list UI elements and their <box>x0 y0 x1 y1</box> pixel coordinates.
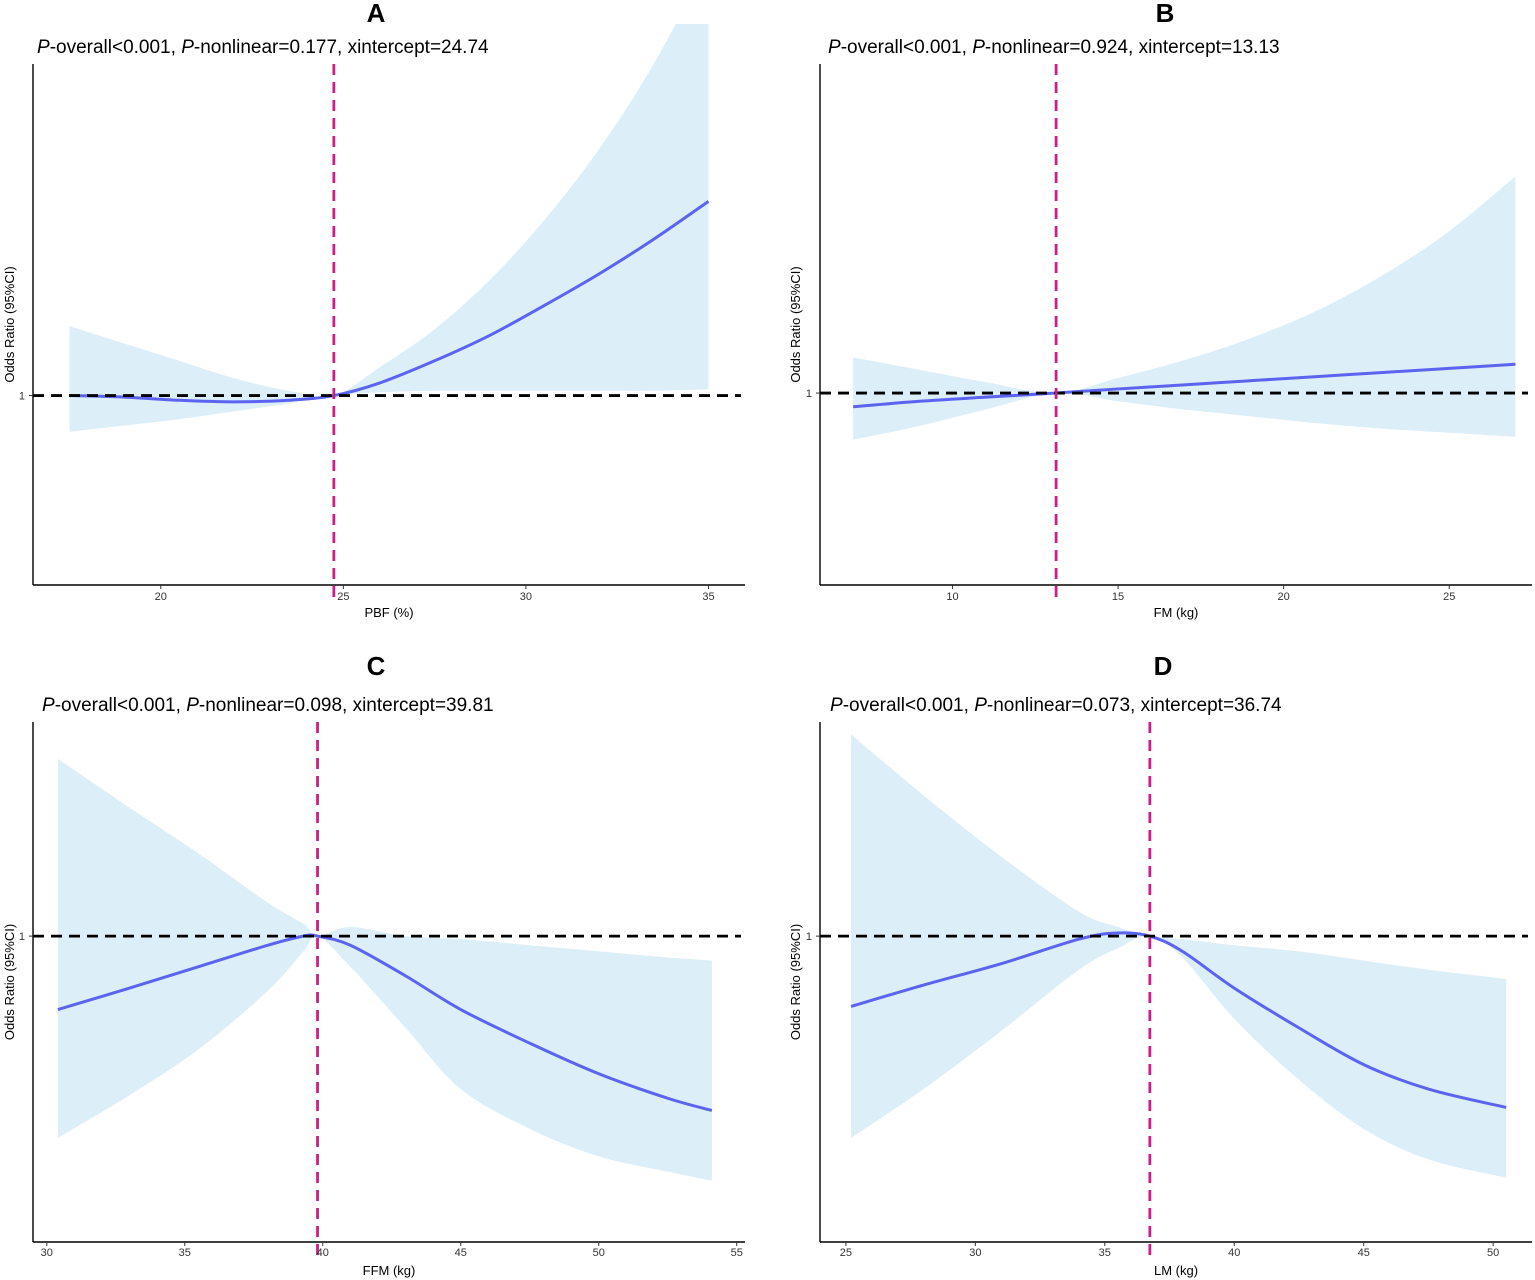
x-tick-label-c: 45 <box>455 1247 467 1259</box>
y-tick-label-c: 1 <box>19 931 25 943</box>
panel-letter-d: D <box>1154 651 1173 681</box>
x-tick-label-d: 50 <box>1487 1247 1499 1259</box>
y-axis-title-c: Odds Ratio (95%CI) <box>2 924 17 1040</box>
x-tick-label-c: 55 <box>731 1247 743 1259</box>
or-curve-a <box>69 200 710 404</box>
stats-text-d: P-overall<0.001, P-nonlinear=0.073, xint… <box>830 695 1282 716</box>
or-curve-b <box>852 362 1516 409</box>
x-tick-label-b: 25 <box>1443 591 1455 603</box>
y-axis-title-d: Odds Ratio (95%CI) <box>788 924 803 1040</box>
x-axis-title-b: FM (kg) <box>1154 605 1199 620</box>
x-tick-label-c: 30 <box>41 1247 53 1259</box>
stats-text-c: P-overall<0.001, P-nonlinear=0.098, xint… <box>42 695 494 716</box>
x-tick-label-d: 35 <box>1099 1247 1111 1259</box>
plot-area-a <box>69 24 710 432</box>
x-tick-label-d: 45 <box>1358 1247 1370 1259</box>
panel-b: 10 15 20 25 1 FM (kg) Odds Ratio (95%CI) B P-ove… <box>788 0 1532 620</box>
x-axis-title-c: FFM (kg) <box>363 1263 416 1278</box>
ci-band-a <box>69 24 709 432</box>
x-tick-label-c: 40 <box>317 1247 329 1259</box>
x-tick-label-b: 10 <box>946 591 958 603</box>
x-tick-label-c: 35 <box>179 1247 191 1259</box>
x-axis-title-d: LM (kg) <box>1154 1263 1198 1278</box>
ci-band-c <box>57 758 712 1181</box>
x-tick-label-d: 25 <box>840 1247 852 1259</box>
y-tick-label-b: 1 <box>806 388 812 400</box>
panel-letter-b: B <box>1156 0 1175 28</box>
x-tick-label-a: 25 <box>337 591 349 603</box>
x-tick-label-b: 15 <box>1112 591 1124 603</box>
plot-area-d <box>850 734 1507 1178</box>
plot-area-b <box>852 176 1516 440</box>
x-tick-label-d: 30 <box>969 1247 981 1259</box>
x-tick-label-d: 40 <box>1228 1247 1240 1259</box>
ci-band-d <box>851 734 1507 1178</box>
y-tick-label-d: 1 <box>806 931 812 943</box>
y-axis-title-b: Odds Ratio (95%CI) <box>788 266 803 382</box>
panel-letter-c: C <box>367 651 386 681</box>
x-tick-label-a: 30 <box>520 591 532 603</box>
x-tick-label-a: 35 <box>702 591 714 603</box>
x-axis-title-a: PBF (%) <box>364 605 413 620</box>
panel-d: 25 30 35 40 45 50 1 LM (kg) Odds Ratio (95%CI) DP… <box>788 651 1532 1278</box>
x-tick-label-a: 20 <box>155 591 167 603</box>
stats-text-a: P-overall<0.001, P-nonlinear=0.177, xint… <box>37 37 489 58</box>
or-curve-d <box>850 931 1507 1109</box>
panel-a: 20 25 30 35 1 PBF (%) Odds Ratio (95%CI) A P-ove… <box>2 0 745 620</box>
y-tick-label-a: 1 <box>19 391 25 403</box>
y-axis-title-a: Odds Ratio (95%CI) <box>2 266 17 382</box>
x-tick-label-b: 20 <box>1278 591 1290 603</box>
or-curve-c <box>57 933 713 1112</box>
stats-text-b: P-overall<0.001, P-nonlinear=0.924, xint… <box>828 37 1280 58</box>
panel-letter-a: A <box>367 0 386 28</box>
panel-c: 30 35 40 45 50 55 1 FFM (kg) Odds Ratio (95%CI) C… <box>2 651 745 1278</box>
x-tick-label-c: 50 <box>593 1247 605 1259</box>
plot-area-c <box>57 758 713 1181</box>
